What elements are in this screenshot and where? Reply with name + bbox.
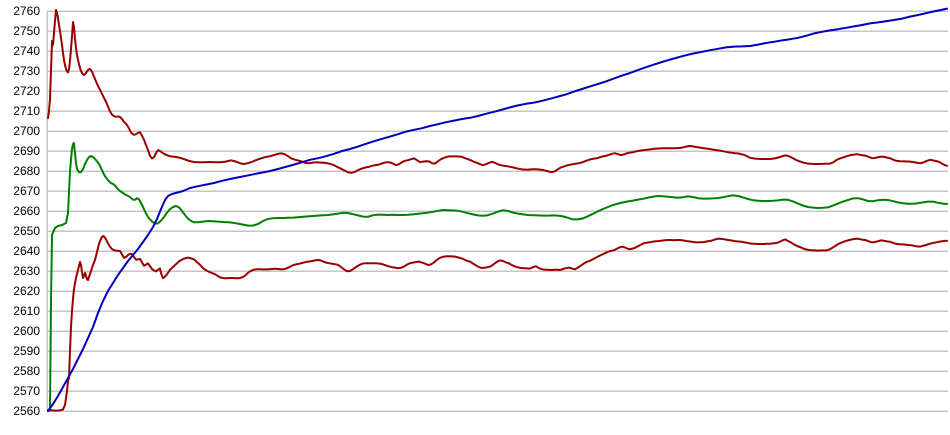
y-tick-label: 2660 [13, 204, 40, 218]
y-tick-label: 2680 [13, 164, 40, 178]
y-tick-label: 2590 [13, 344, 40, 358]
y-tick-label: 2750 [13, 24, 40, 38]
y-tick-label: 2730 [13, 64, 40, 78]
series-line-red-lower [47, 235, 948, 412]
y-tick-label: 2650 [13, 224, 40, 238]
y-tick-label: 2670 [13, 184, 40, 198]
y-tick-label: 2700 [13, 124, 40, 138]
series-line-red-upper [47, 9, 948, 174]
y-tick-label: 2760 [13, 4, 40, 18]
y-tick-label: 2640 [13, 244, 40, 258]
y-tick-label: 2740 [13, 44, 40, 58]
y-tick-label: 2580 [13, 364, 40, 378]
y-tick-label: 2610 [13, 304, 40, 318]
y-tick-label: 2690 [13, 144, 40, 158]
series-line-blue [47, 7, 948, 412]
y-tick-label: 2560 [13, 404, 40, 418]
y-tick-label: 2710 [13, 104, 40, 118]
y-tick-label: 2630 [13, 264, 40, 278]
y-tick-label: 2620 [13, 284, 40, 298]
y-tick-label: 2600 [13, 324, 40, 338]
y-tick-label: 2720 [13, 84, 40, 98]
y-tick-label: 2570 [13, 384, 40, 398]
series-line-green [47, 142, 948, 412]
